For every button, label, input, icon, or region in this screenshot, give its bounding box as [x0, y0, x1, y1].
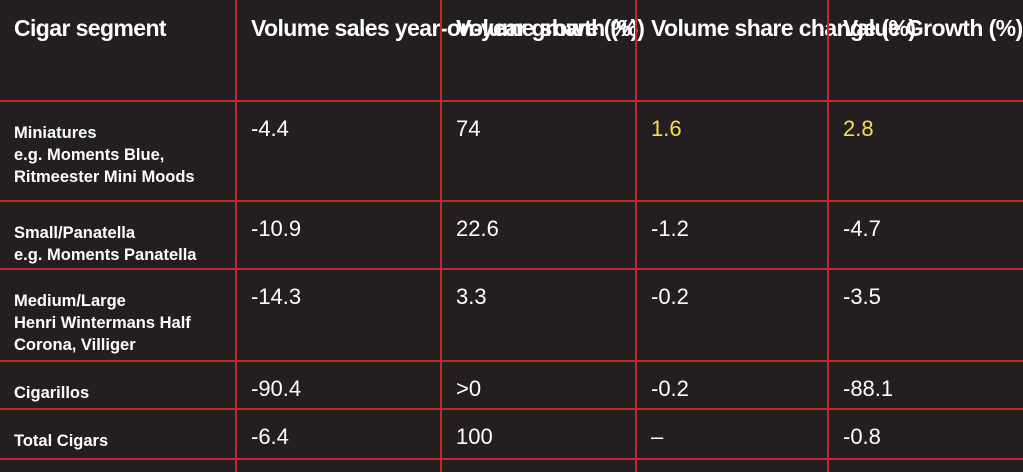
header-text: Volume share (%) [456, 15, 638, 41]
header-text: Cigar segment [14, 15, 167, 41]
value-cell: – [635, 410, 827, 460]
value-text: 22.6 [456, 216, 499, 241]
value-cell: 22.6 [440, 202, 635, 270]
value-text: -6.4 [251, 424, 289, 449]
value-text: – [651, 424, 664, 449]
header-cell: Cigar segment [0, 0, 235, 102]
header-cell: Volume share change (%) [635, 0, 916, 102]
value-text: 74 [456, 116, 481, 141]
segment-line: e.g. Moments Panatella [14, 246, 197, 264]
value-text: 1.6 [651, 116, 682, 141]
value-text: -3.5 [843, 284, 881, 309]
value-cell: -6.4 [235, 410, 440, 460]
value-text: -0.8 [843, 424, 881, 449]
segment-line: Cigarillos [14, 384, 90, 402]
value-cell: -1.2 [635, 202, 827, 270]
column-line [440, 460, 442, 472]
value-cell: -90.4 [235, 362, 440, 410]
value-cell: -3.5 [827, 270, 1023, 362]
value-text: -90.4 [251, 376, 302, 401]
segment-line: e.g. Moments Blue, [14, 146, 165, 164]
value-cell: -4.7 [827, 202, 1023, 270]
segment-line: Henri Wintermans Half [14, 314, 191, 332]
value-text: 100 [456, 424, 493, 449]
value-text: -88.1 [843, 376, 894, 401]
header-cell: Volume sales year-on-year growth (%) [235, 0, 645, 102]
segment-cell: Cigarillos [0, 362, 235, 410]
value-cell: -4.4 [235, 102, 440, 202]
value-text: -14.3 [251, 284, 302, 309]
value-cell: -10.9 [235, 202, 440, 270]
header-text: Volume sales year-on-year growth (%) [251, 15, 645, 41]
value-cell: >0 [440, 362, 635, 410]
segment-cell: Small/Panatella e.g. Moments Panatella [0, 202, 235, 270]
value-cell: 1.6 [635, 102, 827, 202]
value-text: -1.2 [651, 216, 689, 241]
segment-line: Medium/Large [14, 292, 126, 310]
value-cell: -0.2 [635, 270, 827, 362]
header-text: Volume share change (%) [651, 15, 916, 41]
segment-line: Corona, Villiger [14, 336, 136, 354]
value-cell: -88.1 [827, 362, 1023, 410]
value-cell: -0.8 [827, 410, 1023, 460]
value-text: 2.8 [843, 116, 874, 141]
column-line [635, 460, 637, 472]
value-text: -4.7 [843, 216, 881, 241]
header-cell: Value Growth (%) [827, 0, 1023, 102]
value-cell: 100 [440, 410, 635, 460]
value-text: -0.2 [651, 376, 689, 401]
segment-cell: Medium/Large Henri Wintermans Half Corona,… [0, 270, 235, 362]
column-line [235, 460, 237, 472]
segment-line: Ritmeester Mini Moods [14, 168, 195, 186]
value-text: -0.2 [651, 284, 689, 309]
segment-line: Miniatures [14, 124, 97, 142]
segment-cell: Total Cigars [0, 410, 235, 460]
value-cell: 3.3 [440, 270, 635, 362]
value-cell: -0.2 [635, 362, 827, 410]
header-text: Value Growth (%) [843, 15, 1023, 41]
value-cell: -14.3 [235, 270, 440, 362]
value-cell: 74 [440, 102, 635, 202]
value-cell: 2.8 [827, 102, 1023, 202]
value-text: >0 [456, 376, 482, 401]
segment-line: Total Cigars [14, 432, 109, 450]
header-cell: Volume share (%) [440, 0, 638, 102]
value-text: -10.9 [251, 216, 302, 241]
segment-cell: Miniatures e.g. Moments Blue, Ritmeester M… [0, 102, 235, 202]
column-line [827, 460, 829, 472]
segment-line: Small/Panatella [14, 224, 136, 242]
value-text: -4.4 [251, 116, 289, 141]
value-text: 3.3 [456, 284, 487, 309]
